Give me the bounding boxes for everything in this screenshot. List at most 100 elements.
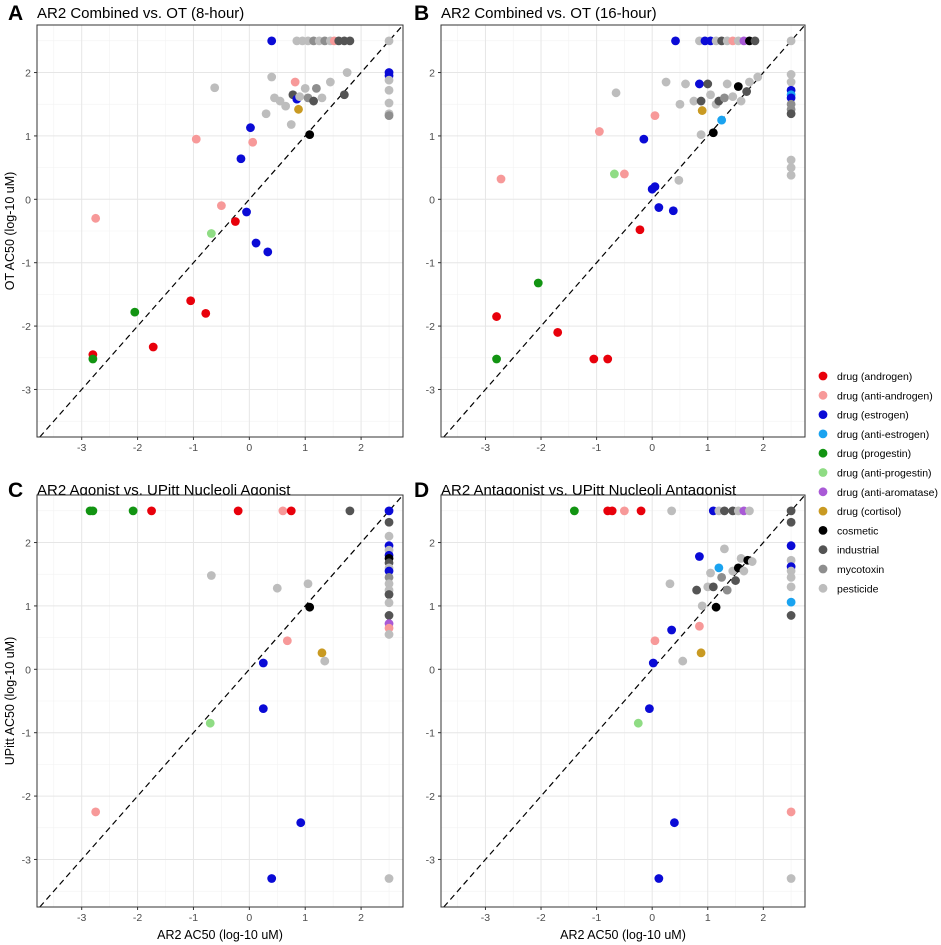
data-point bbox=[236, 154, 246, 164]
y-tick-label: -3 bbox=[426, 854, 435, 866]
data-point bbox=[342, 68, 352, 77]
legend-label: industrial bbox=[837, 545, 879, 557]
identity-line bbox=[39, 24, 404, 438]
x-tick-label: -3 bbox=[481, 442, 490, 454]
data-point bbox=[384, 611, 394, 620]
data-point bbox=[246, 123, 255, 133]
data-point bbox=[708, 582, 718, 592]
data-point bbox=[786, 541, 796, 551]
legend-swatch bbox=[818, 468, 828, 477]
data-point bbox=[295, 92, 305, 102]
data-point bbox=[736, 96, 746, 106]
x-tick-label: -2 bbox=[536, 912, 545, 924]
data-point bbox=[648, 658, 658, 668]
legend-item: drug (anti-aromatase) bbox=[818, 487, 938, 499]
data-point bbox=[720, 544, 729, 554]
data-point bbox=[675, 99, 685, 109]
data-point bbox=[745, 77, 754, 87]
data-point bbox=[267, 36, 277, 46]
legend-label: pesticide bbox=[837, 583, 879, 595]
data-point bbox=[261, 109, 271, 119]
y-tick-label: -3 bbox=[22, 384, 31, 396]
data-point bbox=[639, 134, 649, 144]
identity-line bbox=[39, 494, 404, 908]
legend-swatch bbox=[818, 429, 828, 439]
legend-swatch bbox=[818, 564, 828, 574]
legend-item: pesticide bbox=[818, 583, 879, 595]
data-point bbox=[305, 130, 315, 140]
legend-swatch bbox=[818, 448, 828, 458]
data-point bbox=[325, 77, 335, 87]
y-tick-label: -2 bbox=[426, 791, 435, 803]
data-point bbox=[786, 77, 796, 87]
data-point bbox=[286, 506, 296, 516]
data-point bbox=[267, 874, 277, 883]
data-point bbox=[384, 573, 394, 582]
data-point bbox=[697, 601, 707, 611]
data-point bbox=[384, 85, 394, 95]
data-point bbox=[311, 83, 321, 93]
data-point bbox=[697, 106, 707, 115]
data-point bbox=[275, 96, 285, 106]
data-point bbox=[786, 807, 796, 817]
data-point bbox=[309, 96, 318, 106]
data-point bbox=[636, 506, 646, 516]
y-tick-label: 2 bbox=[25, 538, 31, 550]
data-point bbox=[654, 203, 664, 212]
data-point bbox=[147, 506, 156, 516]
data-point bbox=[714, 563, 724, 573]
x-axis-title: AR2 AC50 (log-10 uM) bbox=[560, 928, 686, 942]
y-tick-label: -1 bbox=[426, 728, 435, 740]
data-point bbox=[594, 127, 604, 136]
data-point bbox=[747, 557, 757, 566]
data-point bbox=[91, 807, 101, 817]
data-point bbox=[263, 247, 273, 257]
x-tick-label: -2 bbox=[536, 442, 545, 454]
data-point bbox=[384, 98, 394, 108]
data-point bbox=[607, 506, 617, 516]
data-point bbox=[786, 109, 796, 119]
data-point bbox=[739, 566, 749, 576]
x-tick-label: 0 bbox=[649, 912, 655, 924]
y-tick-label: 1 bbox=[25, 601, 31, 613]
legend-swatch bbox=[818, 390, 828, 400]
data-point bbox=[553, 328, 563, 337]
data-point bbox=[216, 201, 226, 211]
plot-border bbox=[36, 24, 404, 438]
data-point bbox=[384, 590, 394, 599]
data-point bbox=[384, 598, 394, 608]
legend-swatch bbox=[818, 526, 828, 535]
data-point bbox=[317, 93, 327, 103]
legend-label: drug (estrogen) bbox=[837, 410, 909, 422]
data-point bbox=[251, 238, 261, 248]
data-point bbox=[678, 656, 688, 666]
legend-item: drug (estrogen) bbox=[818, 410, 909, 422]
data-point bbox=[492, 312, 501, 321]
plot-border bbox=[440, 494, 806, 908]
panel-letter: B bbox=[414, 2, 429, 25]
data-point bbox=[745, 506, 754, 516]
y-tick-label: 0 bbox=[429, 664, 435, 676]
legend-label: cosmetic bbox=[837, 525, 878, 537]
x-tick-label: 2 bbox=[358, 912, 364, 924]
data-point bbox=[320, 656, 330, 666]
x-tick-label: 1 bbox=[302, 912, 308, 924]
data-point bbox=[731, 576, 740, 585]
data-point bbox=[650, 111, 660, 121]
x-tick-label: 1 bbox=[705, 442, 711, 454]
data-point bbox=[303, 579, 313, 589]
y-tick-label: 1 bbox=[25, 131, 31, 143]
y-tick-label: 0 bbox=[25, 194, 31, 206]
panel-letter: A bbox=[8, 2, 23, 25]
data-point bbox=[670, 818, 679, 828]
data-point bbox=[210, 83, 220, 93]
data-point bbox=[384, 36, 394, 46]
data-point bbox=[492, 354, 501, 364]
legend-swatch bbox=[818, 545, 828, 555]
x-tick-label: -3 bbox=[77, 912, 86, 924]
data-point bbox=[681, 79, 690, 89]
data-point bbox=[272, 583, 282, 593]
data-point bbox=[717, 573, 727, 582]
data-point bbox=[644, 704, 654, 714]
data-point bbox=[384, 874, 394, 883]
